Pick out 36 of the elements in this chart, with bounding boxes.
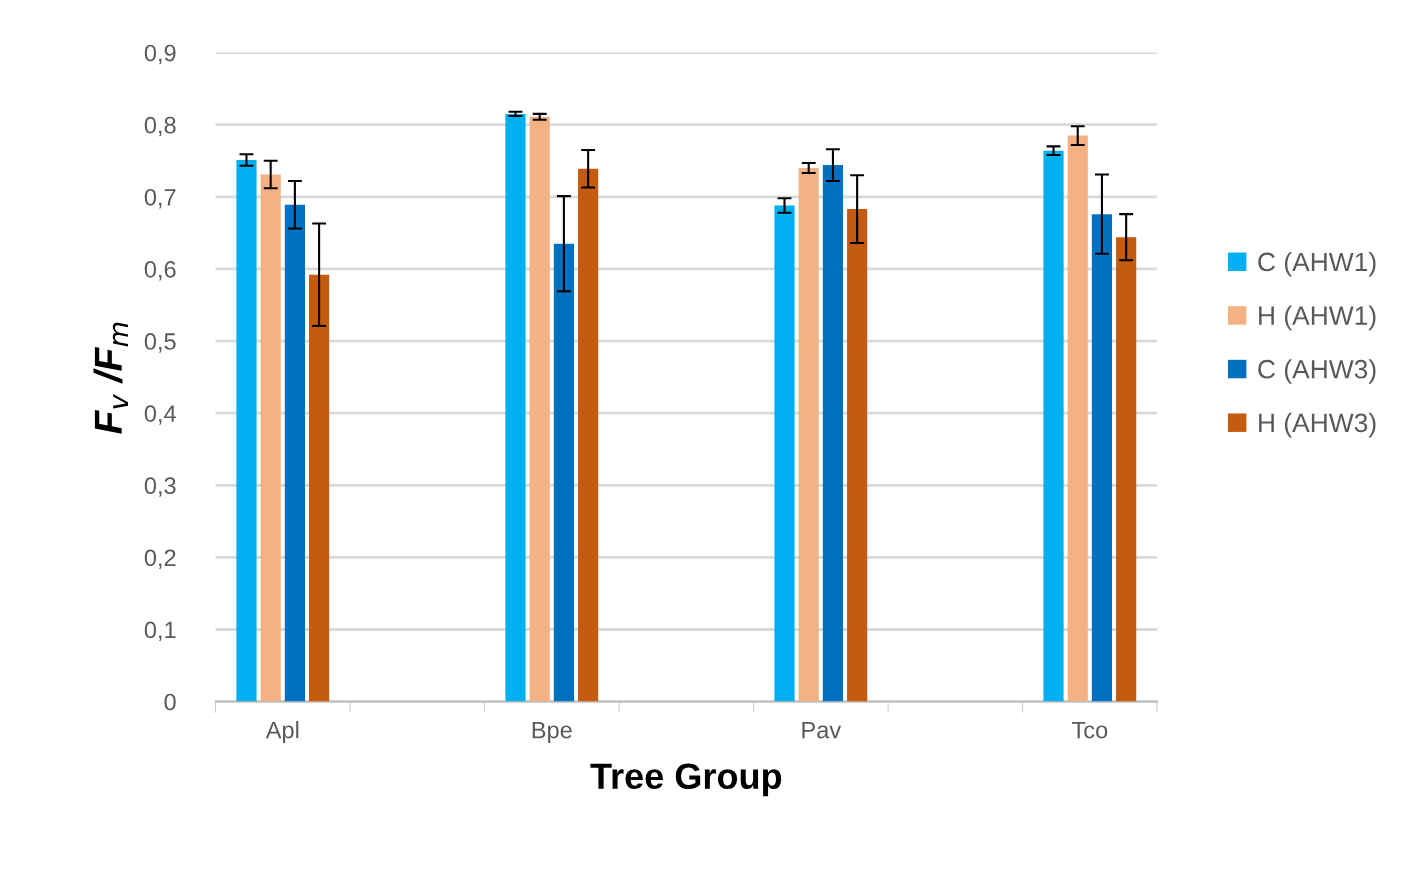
y-axis-title: F$_{v}$ /F$_{m}$ xyxy=(93,322,129,434)
x-tick-label: Pav xyxy=(802,721,842,739)
legend-label: C (AHW1) xyxy=(1258,251,1376,277)
y-tick-label: 0,6 xyxy=(144,261,176,281)
y-tick-label: 0,1 xyxy=(144,621,176,642)
y-tick-label: 0,5 xyxy=(144,333,176,353)
y-tick-label: 0 xyxy=(164,693,176,711)
bar xyxy=(260,174,281,702)
bar xyxy=(1091,214,1113,702)
legend-label: H (AHW3) xyxy=(1259,412,1376,438)
bar xyxy=(505,113,526,702)
x-tick-label: Apl xyxy=(265,721,299,744)
bar xyxy=(578,168,599,702)
y-tick-label: 0,9 xyxy=(144,44,176,65)
bar xyxy=(774,205,795,702)
x-tick-label: Bpe xyxy=(532,721,572,744)
bar xyxy=(1067,135,1088,702)
y-tick-label: 0,2 xyxy=(144,549,176,569)
legend-label: H (AHW1) xyxy=(1259,305,1376,331)
y-tick-label: 0,3 xyxy=(144,477,176,497)
bar xyxy=(553,243,574,702)
bar xyxy=(822,165,844,702)
bar xyxy=(529,116,550,702)
bar xyxy=(1043,150,1064,702)
x-tick-label: Tco xyxy=(1072,721,1108,739)
x-axis-title: Tree Group xyxy=(590,763,782,797)
y-tick-label: 0,4 xyxy=(144,405,176,425)
bar xyxy=(309,274,330,702)
y-tick-label: 0,8 xyxy=(144,116,176,137)
bar xyxy=(236,160,257,702)
bar xyxy=(1116,237,1137,702)
bar xyxy=(798,167,819,702)
bar xyxy=(847,209,868,702)
legend-label: C (AHW3) xyxy=(1258,359,1376,384)
y-tick-label: 0,7 xyxy=(144,188,176,209)
bar xyxy=(284,204,305,702)
